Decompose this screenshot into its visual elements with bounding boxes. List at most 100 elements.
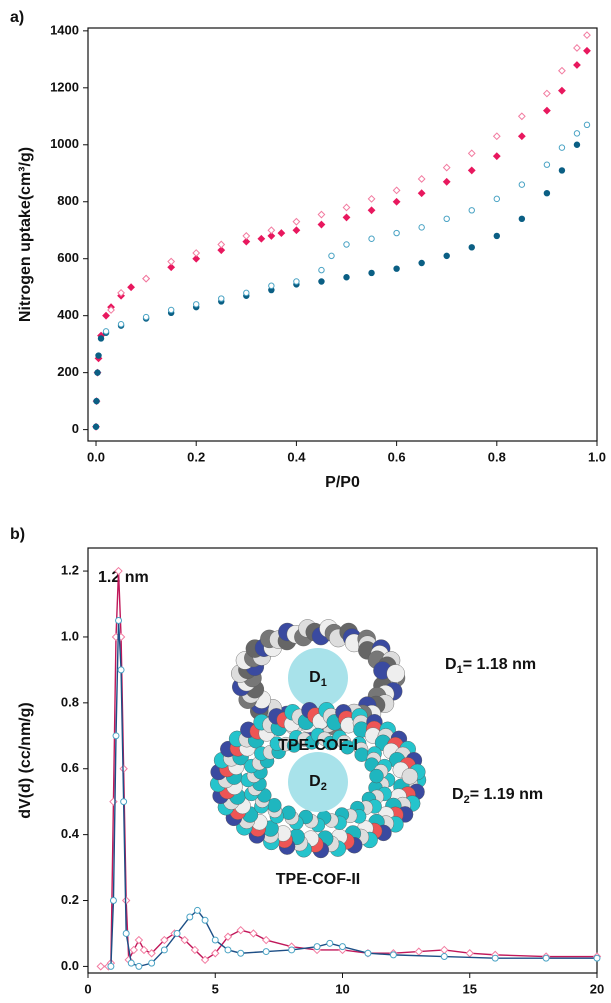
point: [573, 141, 581, 148]
point: [442, 177, 451, 186]
point: [117, 666, 125, 674]
point: [167, 306, 175, 314]
point: [393, 265, 400, 272]
point: [389, 951, 397, 959]
point: [593, 954, 601, 962]
label-sub: 2: [321, 781, 327, 793]
point: [114, 566, 123, 576]
point: [147, 949, 156, 958]
point: [292, 217, 301, 226]
point: [192, 249, 201, 257]
point: [167, 257, 176, 266]
y-tick-label: 0.0: [61, 958, 79, 973]
subscript-label: D1= 1.18 nm: [445, 656, 536, 676]
point: [135, 962, 143, 970]
point: [392, 197, 401, 206]
point: [217, 240, 226, 249]
point: [117, 288, 125, 297]
x-tick-label: 0: [84, 981, 91, 996]
point: [364, 949, 372, 957]
point: [257, 234, 266, 243]
point: [468, 207, 475, 214]
point: [583, 46, 591, 55]
pore: [288, 752, 348, 812]
point: [318, 278, 325, 285]
point: [467, 166, 476, 175]
point: [558, 86, 566, 95]
y-axis-label: dV(d) (cc/nm/g): [17, 702, 34, 818]
point: [326, 939, 334, 947]
point: [518, 181, 526, 188]
point: [440, 953, 448, 961]
point: [573, 61, 581, 69]
point: [193, 906, 201, 914]
atom: [401, 768, 419, 785]
plot-frame: [87, 27, 598, 442]
point: [318, 266, 325, 274]
point: [200, 955, 210, 965]
y-tick-label: 1000: [50, 136, 79, 151]
x-tick-label: 0.6: [388, 449, 406, 464]
structure-name: TPE-COF-II: [276, 871, 360, 888]
point: [443, 215, 450, 223]
point: [102, 311, 110, 320]
label-sub: 1: [321, 677, 327, 689]
point: [542, 89, 551, 98]
label-main: D: [452, 786, 464, 803]
x-tick-label: 1.0: [588, 449, 606, 464]
point: [277, 229, 286, 237]
point: [180, 935, 189, 945]
label-rest: = 1.19 nm: [470, 786, 543, 803]
pore: [288, 648, 348, 708]
y-tick-label: 600: [57, 250, 79, 265]
point: [249, 929, 258, 938]
point: [142, 313, 150, 321]
point: [127, 959, 135, 967]
point: [192, 301, 200, 308]
point: [115, 617, 123, 624]
point: [342, 213, 351, 222]
peak-label: 1.2 nm: [98, 569, 149, 586]
point: [573, 44, 581, 52]
point: [243, 289, 250, 297]
y-tick-label: 200: [57, 364, 79, 379]
x-tick-label: 0.0: [87, 449, 105, 464]
y-tick-label: 0: [72, 421, 79, 436]
point: [142, 274, 151, 283]
point: [112, 732, 120, 740]
point: [392, 186, 401, 195]
point: [558, 66, 566, 75]
structure-name: TPE-COF-I: [278, 737, 358, 754]
point: [343, 274, 350, 281]
y-tick-label: 0.2: [61, 892, 79, 907]
point: [262, 948, 270, 956]
panel-label: b): [10, 526, 25, 543]
point: [417, 189, 426, 198]
point: [236, 925, 245, 935]
x-tick-label: 20: [590, 981, 604, 996]
point: [492, 152, 501, 161]
point: [122, 929, 130, 937]
point: [491, 954, 499, 962]
point: [517, 112, 526, 121]
point: [518, 215, 526, 223]
point: [418, 224, 425, 231]
subscript-label: D2= 1.19 nm: [452, 786, 543, 806]
point: [368, 235, 375, 242]
point: [268, 282, 275, 289]
plot-frame: [87, 547, 598, 974]
point: [127, 283, 135, 292]
point: [109, 797, 118, 806]
point: [493, 195, 501, 203]
point: [107, 962, 115, 970]
point: [211, 949, 220, 958]
point: [443, 252, 450, 260]
x-tick-label: 0.8: [488, 449, 506, 464]
point: [217, 246, 226, 255]
label-sub: 1: [457, 664, 463, 676]
point: [160, 946, 168, 954]
point: [97, 335, 105, 342]
x-tick-label: 5: [212, 981, 219, 996]
point: [148, 959, 156, 967]
y-axis-label: Nitrogen uptake(cm³/g): [17, 147, 34, 322]
